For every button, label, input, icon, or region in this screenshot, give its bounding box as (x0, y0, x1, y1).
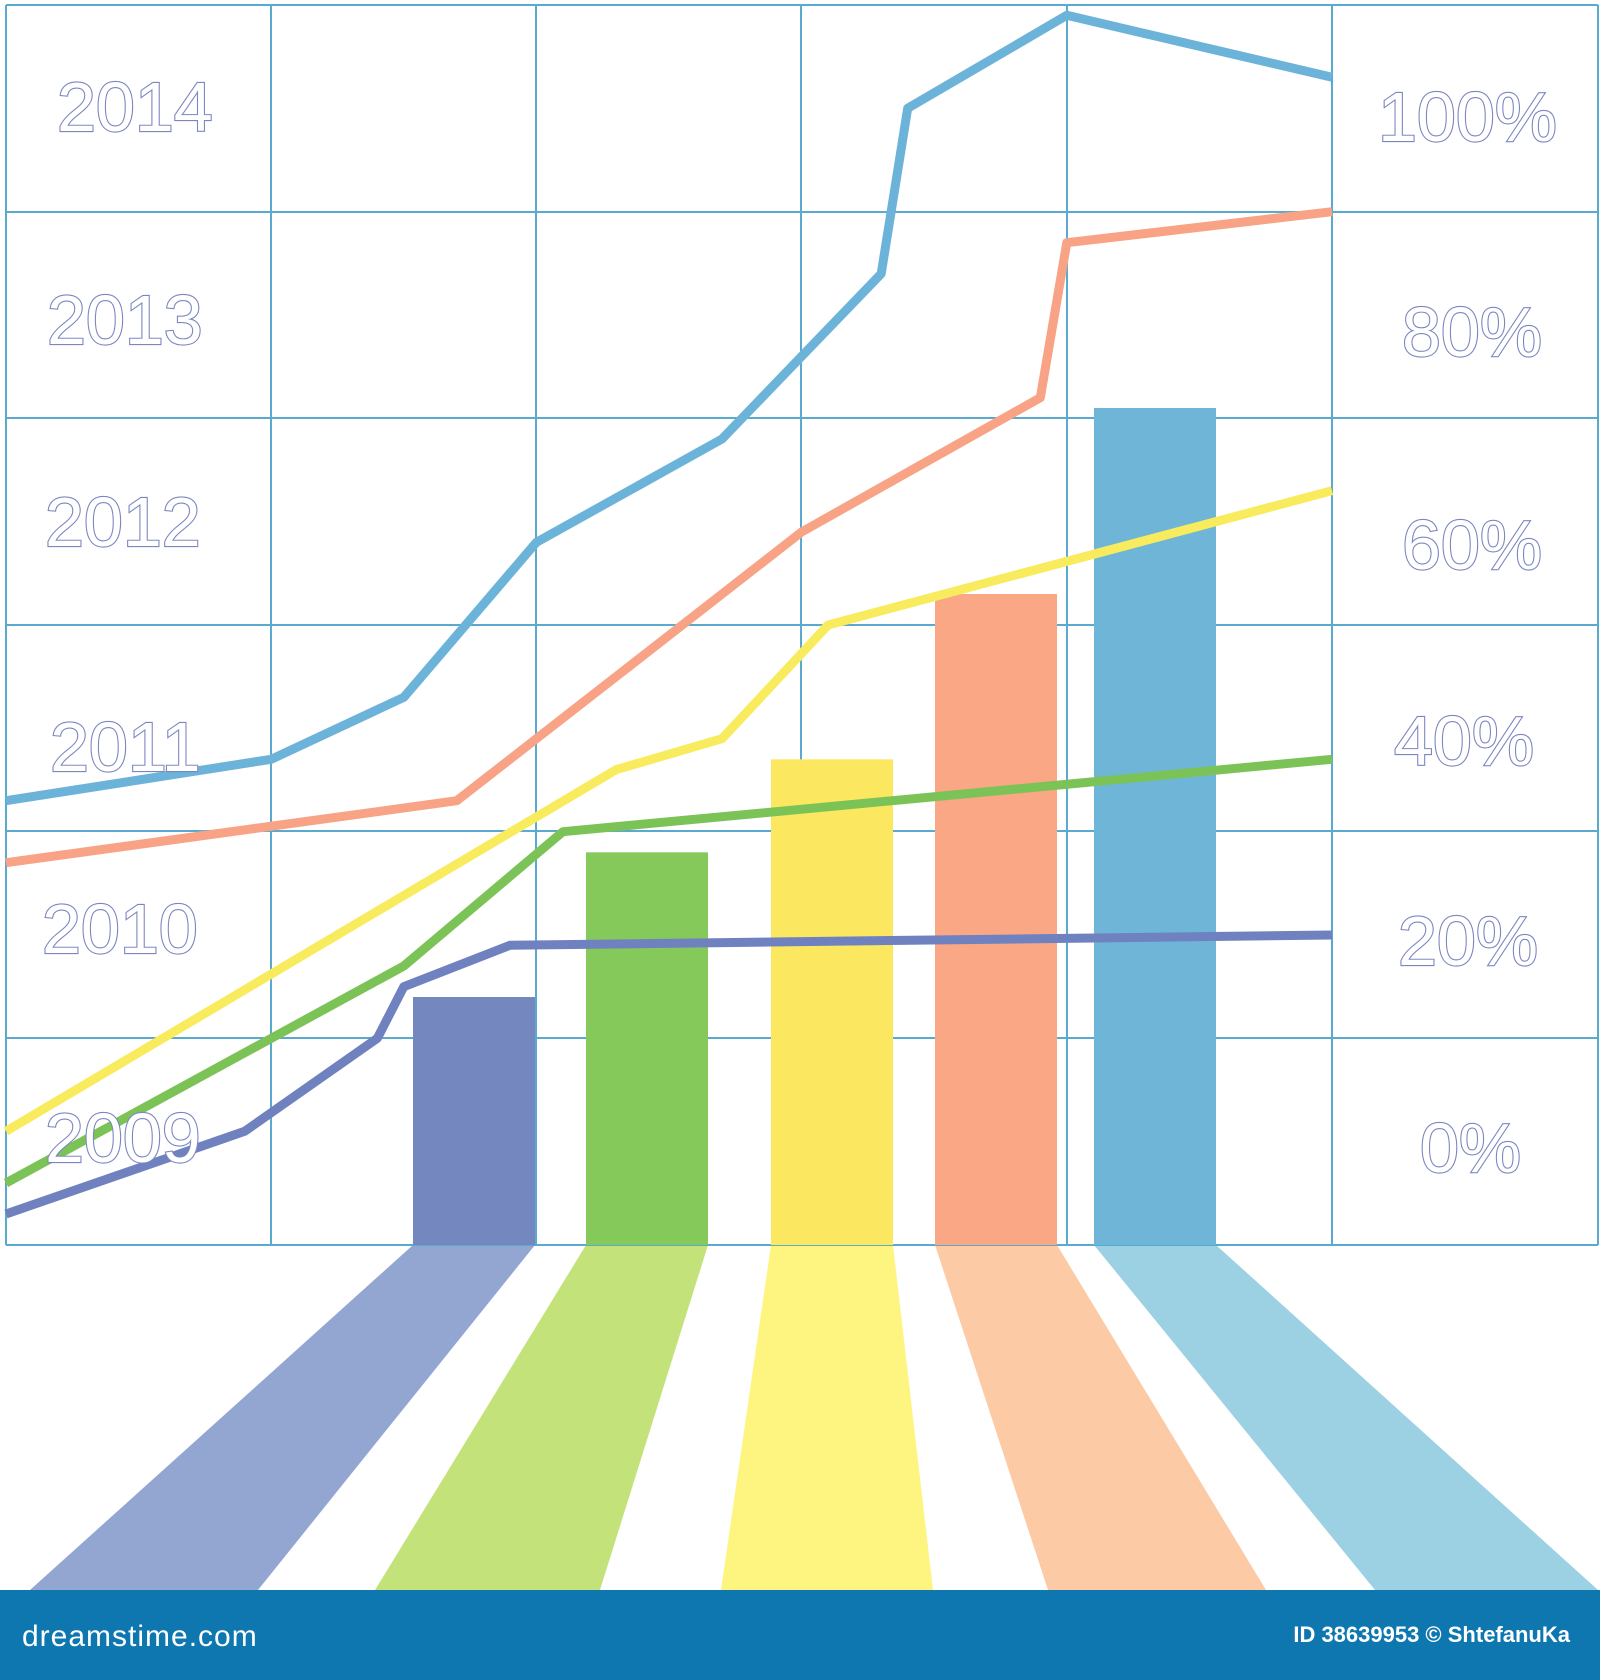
floor-stripe (935, 1245, 1266, 1590)
trend-line (3, 486, 1334, 1136)
year-label: 2011 (50, 708, 201, 786)
left-axis-year-labels: 2009 2010 2011 2012 2013 2014 (41, 67, 214, 1178)
floor-stripes (30, 1245, 1598, 1590)
percent-label: 80% (1402, 293, 1542, 371)
trend-line (3, 754, 1333, 1187)
trend-lines (3, 10, 1334, 1219)
floor-stripe (1094, 1245, 1598, 1590)
bar (413, 997, 535, 1245)
year-label: 2012 (45, 483, 201, 561)
bar (935, 594, 1057, 1245)
footer-bar: dreamstime.com ID 38639953 © ShtefanuKa (0, 1590, 1600, 1680)
trend-line (5, 10, 1334, 806)
floor-stripe (375, 1245, 708, 1590)
percent-label: 20% (1398, 902, 1538, 980)
bars (413, 408, 1216, 1245)
trend-line (4, 930, 1333, 1219)
percent-label: 40% (1394, 702, 1534, 780)
year-label: 2009 (45, 1099, 201, 1177)
percent-label: 0% (1420, 1109, 1521, 1187)
floor-stripe (721, 1245, 933, 1590)
right-axis-percent-labels: 0% 20% 40% 60% 80% 100% (1377, 77, 1558, 1188)
year-label: 2014 (57, 68, 213, 146)
year-label: 2010 (42, 890, 198, 968)
percent-label: 100% (1378, 78, 1557, 156)
credit-text: ID 38639953 © ShtefanuKa (1293, 1622, 1570, 1647)
brand-text[interactable]: dreamstime.com (22, 1620, 258, 1653)
bar (586, 852, 708, 1245)
bar (771, 759, 893, 1245)
percent-label: 60% (1402, 506, 1542, 584)
floor-stripe (30, 1245, 535, 1590)
trend-line (5, 207, 1333, 868)
year-label: 2013 (47, 281, 203, 359)
